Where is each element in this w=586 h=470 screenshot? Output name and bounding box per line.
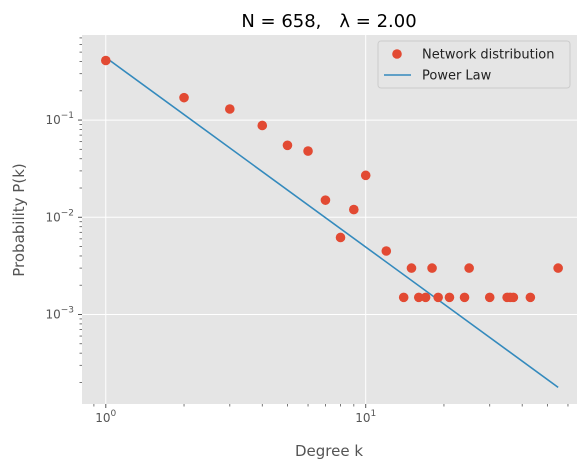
series-layer [100, 55, 563, 388]
data-point [433, 292, 443, 303]
data-point [398, 292, 409, 303]
x-tick-label: 101 [355, 409, 376, 425]
data-point [335, 232, 346, 243]
data-point [406, 263, 417, 273]
data-point [459, 292, 470, 303]
y-tick-exp: −3 [61, 305, 74, 315]
data-point [553, 263, 563, 273]
x-tick-label: 100 [95, 409, 116, 425]
data-point [525, 292, 536, 303]
y-axis-label: Probability P(k) [10, 163, 28, 277]
chart-title: N = 658, λ = 2.00 [241, 11, 416, 32]
y-tick-exp: −1 [61, 111, 74, 121]
legend-label-network: Network distribution [422, 48, 555, 63]
x-tick-base: 10 [95, 411, 110, 425]
legend: Network distribution Power Law [377, 40, 571, 89]
y-tick-base: 10 [45, 210, 60, 224]
data-point [484, 292, 495, 303]
data-point [349, 204, 359, 215]
plot-area [82, 35, 577, 404]
minor-ticks [79, 37, 569, 407]
data-point [282, 140, 293, 151]
x-tick-exp: 1 [370, 409, 376, 419]
data-point [381, 246, 392, 256]
data-point [427, 263, 437, 273]
y-tick-label: 10−1 [45, 111, 74, 127]
legend-label-power-law: Power Law [422, 69, 492, 84]
data-point [320, 195, 331, 205]
y-tick-exp: −2 [61, 208, 74, 218]
power-law-line [105, 56, 559, 388]
title-n-label: N = 658, [241, 11, 321, 32]
data-point [100, 55, 111, 66]
data-point [413, 292, 424, 303]
x-tick-base: 10 [355, 411, 370, 425]
y-axis: 10−310−210−1 [45, 111, 82, 321]
data-point [303, 146, 313, 156]
x-tick-exp: 0 [111, 409, 117, 419]
x-axis-label: Degree k [295, 442, 363, 460]
legend-marker-network [392, 49, 402, 59]
data-point [225, 104, 235, 114]
x-axis: 100 101 [95, 404, 376, 425]
data-point [508, 292, 519, 303]
y-tick-label: 10−2 [45, 208, 74, 224]
title-lambda-label: λ = 2.00 [339, 11, 416, 32]
data-point [464, 263, 474, 273]
data-point [360, 170, 371, 181]
data-point [257, 120, 268, 131]
grid [82, 35, 577, 404]
y-tick-label: 10−3 [45, 305, 74, 321]
data-point [179, 92, 189, 103]
y-tick-base: 10 [45, 113, 60, 127]
data-point [444, 292, 455, 303]
y-tick-base: 10 [45, 307, 60, 321]
legend-frame [377, 40, 571, 89]
data-point [420, 292, 431, 303]
